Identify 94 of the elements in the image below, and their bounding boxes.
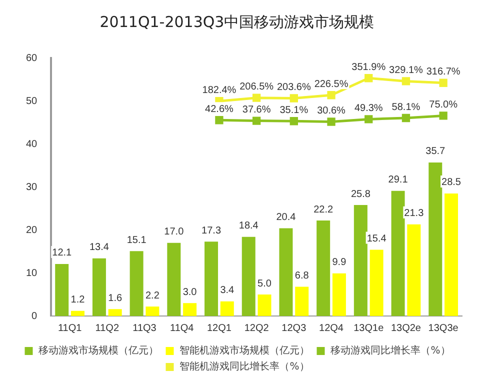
data-label: 35.7	[426, 146, 446, 158]
bar	[370, 250, 384, 316]
point	[252, 116, 261, 125]
y-tick-label: 60	[26, 52, 38, 64]
x-tick-label: 13Q1e	[354, 322, 384, 334]
bar	[258, 294, 272, 316]
point	[364, 74, 373, 82]
data-label: 3.4	[220, 285, 235, 296]
data-label: 226.5%	[314, 78, 348, 90]
data-label: 351.9%	[352, 62, 386, 73]
bar	[108, 309, 122, 316]
bar	[332, 273, 346, 316]
y-tick-label: 0	[32, 310, 38, 322]
data-label: 13.4	[89, 242, 110, 254]
x-tick-label: 12Q4	[319, 322, 344, 334]
data-label: 1.2	[70, 294, 86, 306]
point	[252, 94, 261, 102]
bar	[316, 220, 330, 316]
data-label: 6.8	[294, 270, 310, 282]
data-label: 37.6%	[242, 104, 271, 116]
point	[290, 94, 298, 102]
x-tick-label: 12Q1	[206, 322, 232, 334]
data-label: 25.8	[350, 188, 371, 200]
data-label: 42.6%	[205, 104, 234, 115]
bar	[295, 286, 309, 316]
data-label: 28.5	[442, 177, 462, 188]
data-label: 17.0	[164, 226, 184, 238]
data-label: 182.4%	[202, 84, 236, 96]
data-label: 3.0	[182, 286, 198, 298]
bar	[242, 236, 256, 316]
y-tick-label: 10	[26, 268, 38, 279]
data-label: 18.4	[238, 220, 259, 232]
data-label: 9.9	[332, 257, 347, 268]
chart-title: 2011Q1-2013Q3中国移动游戏市场规模	[100, 12, 374, 31]
point	[290, 117, 298, 126]
x-tick-label: 11Q2	[95, 322, 120, 334]
data-label: 35.1%	[280, 104, 308, 116]
x-tick-label: 11Q3	[132, 322, 157, 334]
bar	[70, 310, 84, 316]
legend-label: 智能机游戏同比增长率（%）	[180, 360, 310, 373]
bar	[92, 258, 106, 316]
data-label: 329.1%	[389, 64, 424, 76]
bar	[204, 242, 218, 316]
bar	[183, 303, 197, 316]
data-label: 12.1	[52, 248, 72, 259]
legend-label: 智能机游戏市场规模（亿元）	[180, 344, 310, 357]
bar	[444, 193, 458, 316]
data-label: 75.0%	[429, 99, 458, 110]
data-label: 30.6%	[317, 105, 346, 116]
x-tick-label: 13Q2e	[390, 322, 422, 334]
y-tick-label: 20	[26, 224, 38, 236]
data-label: 2.2	[145, 290, 160, 302]
y-tick-label: 30	[26, 182, 38, 193]
bar	[146, 306, 160, 316]
data-label: 22.2	[314, 204, 334, 216]
data-label: 49.3%	[354, 102, 383, 114]
point	[327, 118, 336, 126]
data-label: 203.6%	[276, 82, 311, 93]
data-label: 5.0	[258, 278, 272, 290]
bar	[279, 228, 293, 316]
y-tick-label: 50	[26, 96, 38, 107]
point	[327, 91, 336, 100]
data-label: 17.3	[202, 225, 222, 236]
point	[439, 78, 448, 87]
bar	[167, 242, 181, 316]
bar	[428, 162, 442, 316]
data-label: 206.5%	[240, 82, 274, 93]
bar	[354, 205, 368, 316]
bar	[407, 224, 421, 316]
point	[402, 114, 410, 122]
x-tick-label: 13Q3e	[428, 322, 459, 334]
data-label: 1.6	[108, 292, 122, 304]
data-label: 58.1%	[392, 102, 420, 113]
y-tick-label: 40	[26, 138, 38, 150]
data-label: 21.3	[404, 208, 424, 220]
data-label: 316.7%	[426, 66, 460, 78]
data-label: 29.1	[388, 174, 408, 186]
legend-label: 移动游戏同比增长率（%）	[330, 344, 450, 357]
x-tick-label: 11Q1	[58, 322, 82, 334]
data-label: 15.4	[366, 234, 387, 245]
bar	[55, 264, 69, 316]
data-label: 15.1	[126, 234, 147, 246]
legend-label: 移动游戏市场规模（亿元）	[38, 344, 159, 357]
point	[364, 115, 373, 124]
point	[215, 116, 224, 124]
point	[439, 112, 448, 120]
x-tick-label: 12Q3	[282, 322, 307, 334]
x-tick-label: 11Q4	[170, 322, 194, 334]
point	[402, 77, 410, 86]
bar	[391, 190, 405, 316]
bar	[130, 251, 144, 316]
bar	[220, 301, 234, 316]
x-tick-label: 12Q2	[244, 322, 270, 334]
data-label: 20.4	[276, 212, 296, 224]
